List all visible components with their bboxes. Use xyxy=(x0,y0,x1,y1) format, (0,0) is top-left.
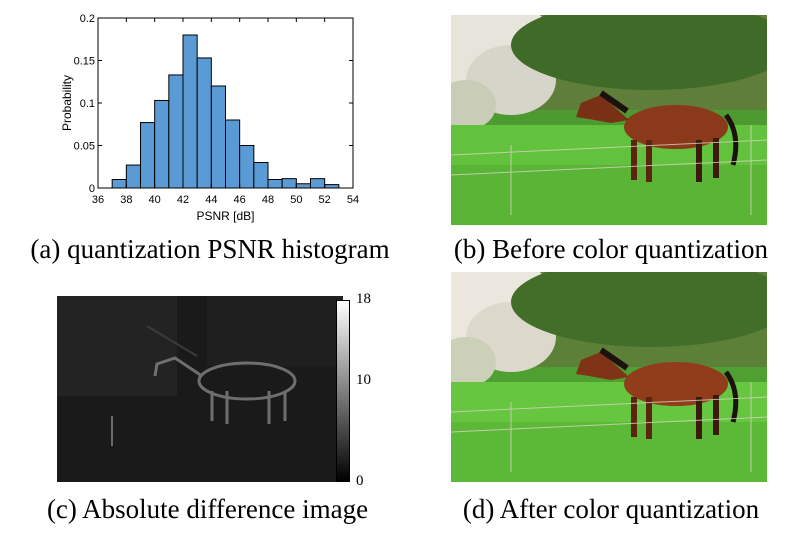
colorbar-tick-label: 18 xyxy=(356,291,371,307)
difference-colorbar xyxy=(336,300,350,482)
histogram-bar xyxy=(125,164,142,189)
x-tick-label: 48 xyxy=(262,194,274,206)
psnr-histogram-chart: 36 38 40 42 44 46 48 50 52 54 0 0.05 0.1 0.15 0.2 PSNR … xyxy=(60,13,359,223)
histogram-bar xyxy=(267,179,283,189)
caption-c: (c) Absolute difference image xyxy=(46,494,369,524)
histogram-bar xyxy=(310,178,326,189)
colorbar-tick-label: 0 xyxy=(356,473,364,489)
histogram-bar xyxy=(182,34,198,189)
histogram-bar xyxy=(281,178,297,189)
x-tick-label: 40 xyxy=(149,194,161,206)
histogram-bar xyxy=(324,184,340,189)
histogram-bar xyxy=(253,162,269,189)
colorbar-tick-label: 10 xyxy=(356,371,371,388)
histogram-bar xyxy=(140,122,156,189)
x-tick-label: 44 xyxy=(205,194,217,206)
difference-horse-outline xyxy=(153,356,297,424)
horse-shape xyxy=(576,90,739,182)
histogram-bar xyxy=(168,74,184,189)
y-axis-label: Probability xyxy=(60,75,74,131)
y-tick-label: 0 xyxy=(89,183,95,195)
x-tick-label: 46 xyxy=(234,194,246,206)
x-tick-label: 50 xyxy=(290,194,302,206)
x-tick-label: 54 xyxy=(347,194,359,206)
caption-d: (d) After color quantization xyxy=(462,494,760,524)
x-tick-label: 38 xyxy=(120,194,132,206)
caption-a: (a) quantization PSNR histogram xyxy=(30,234,390,264)
caption-b: (b) Before color quantization xyxy=(453,234,769,264)
histogram-bar xyxy=(295,183,311,189)
x-axis-label: PSNR [dB] xyxy=(196,209,254,223)
y-tick-label: 0.1 xyxy=(80,98,95,110)
y-tick-label: 0.2 xyxy=(80,13,95,25)
histogram-bar xyxy=(239,145,255,189)
histogram-bar xyxy=(111,179,127,189)
absolute-difference-image xyxy=(57,296,343,482)
before-quantization-photo xyxy=(451,15,767,225)
y-tick-label: 0.05 xyxy=(74,141,95,153)
histogram-bar xyxy=(196,57,212,189)
after-quantization-photo xyxy=(451,272,767,482)
horse-shape xyxy=(576,347,739,439)
y-tick-label: 0.15 xyxy=(74,56,95,68)
x-tick-label: 52 xyxy=(319,194,331,206)
x-tick-label: 36 xyxy=(92,194,104,206)
histogram-bar xyxy=(154,99,170,189)
x-tick-label: 42 xyxy=(177,194,189,206)
histogram-bar xyxy=(210,85,226,189)
histogram-bar xyxy=(225,119,241,189)
